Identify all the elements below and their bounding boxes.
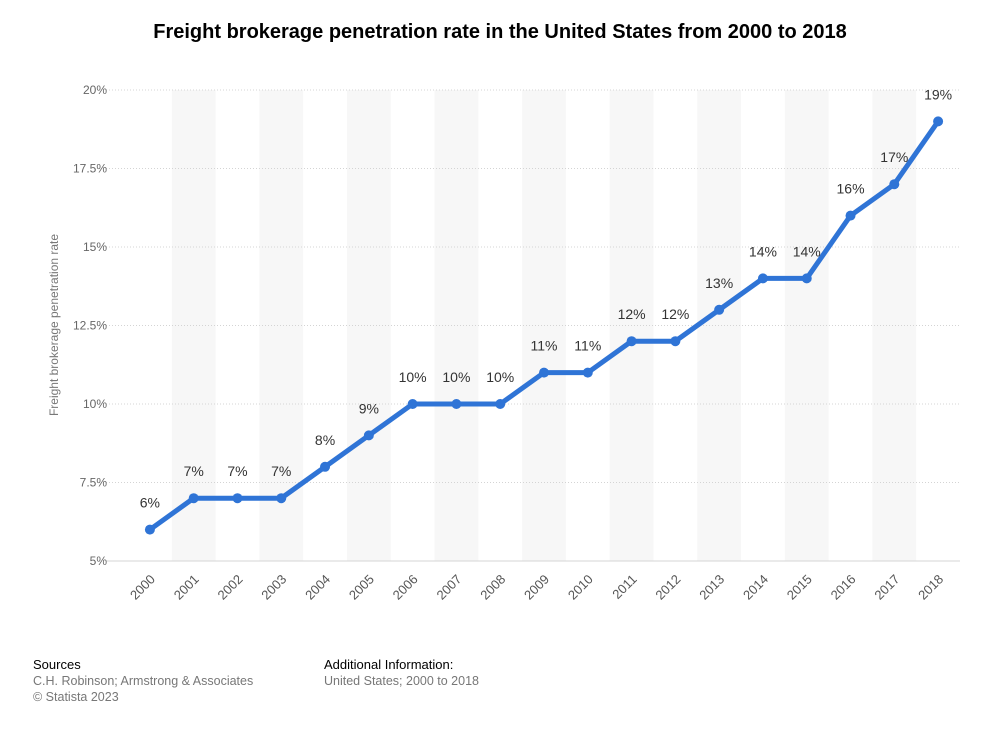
x-tick-label: 2018: [915, 572, 946, 603]
data-point: [320, 461, 331, 472]
data-label: 8%: [315, 432, 335, 448]
x-tick-label: 2006: [390, 572, 421, 603]
x-tick-label: 2013: [696, 572, 727, 603]
data-point: [188, 493, 199, 504]
data-label: 13%: [705, 275, 733, 291]
data-label: 19%: [924, 86, 952, 102]
data-label: 12%: [661, 306, 689, 322]
copyright-text: © Statista 2023: [33, 690, 119, 704]
data-point: [757, 273, 768, 284]
data-point: [670, 336, 681, 347]
sources-block: Sources C.H. Robinson; Armstrong & Assoc…: [33, 657, 253, 705]
data-label: 11%: [574, 338, 601, 354]
data-label: 7%: [271, 463, 291, 479]
x-tick-label: 2001: [171, 572, 202, 603]
data-label: 16%: [837, 181, 865, 197]
x-tick-label: 2005: [346, 572, 377, 603]
column-band: [346, 90, 391, 561]
x-tick-label: 2011: [609, 572, 639, 602]
sources-text: C.H. Robinson; Armstrong & Associates: [33, 674, 254, 688]
data-point: [276, 493, 287, 504]
data-point: [889, 179, 900, 190]
data-point: [363, 430, 374, 441]
data-label: 17%: [880, 149, 908, 165]
y-axis: 5% 7.5% 10% 12.5% 15% 17.5% 20%: [73, 83, 107, 568]
data-label: 7%: [227, 463, 247, 479]
x-tick-label: 2007: [433, 572, 464, 603]
data-point: [933, 116, 944, 127]
data-point: [495, 399, 506, 409]
x-tick-label: 2004: [302, 572, 333, 603]
data-label: 14%: [749, 243, 777, 259]
data-point: [232, 493, 243, 504]
additional-info-text: United States; 2000 to 2018: [324, 674, 479, 688]
data-labels: 6% 7% 7% 7% 8% 9% 10% 10% 10% 11% 11% 12% 12% 13% 14% 1…: [140, 86, 952, 510]
data-point: [407, 399, 418, 409]
data-label: 12%: [618, 306, 646, 322]
y-tick-label: 12.5%: [73, 319, 107, 333]
y-tick-label: 20%: [83, 83, 107, 97]
x-tick-label: 2012: [652, 572, 683, 603]
data-point: [845, 210, 856, 221]
y-axis-title: Freight brokerage penetration rate: [47, 234, 61, 416]
data-label: 10%: [442, 369, 470, 385]
y-tick-label: 17.5%: [73, 162, 107, 176]
y-tick-label: 10%: [83, 397, 107, 411]
data-label: 10%: [399, 369, 427, 385]
data-points: [144, 116, 944, 535]
data-label: 11%: [531, 338, 558, 354]
x-tick-label: 2000: [127, 572, 158, 603]
chart-title: Freight brokerage penetration rate in th…: [153, 21, 847, 43]
line-chart: 5%7.5%10%12.5%15%17.5%20% 2000 2001 2002 20…: [47, 83, 960, 603]
data-point: [714, 304, 725, 315]
x-tick-label: 2014: [740, 572, 771, 603]
data-point: [539, 367, 549, 378]
data-point: [582, 367, 593, 378]
gridlines: [106, 89, 960, 562]
additional-info-block: Additional Information: United States; 2…: [324, 657, 479, 689]
data-point: [144, 524, 155, 535]
x-tick-label: 2017: [871, 572, 902, 603]
data-label: 6%: [140, 495, 160, 511]
column-band: [872, 90, 917, 561]
x-axis: 2000 2001 2002 2003 2004 2005 2006 2007 2008 2009…: [127, 572, 946, 603]
data-label: 7%: [184, 463, 204, 479]
x-tick-label: 2010: [565, 572, 596, 603]
data-label: 14%: [793, 243, 821, 259]
data-point: [801, 273, 812, 284]
x-tick-label: 2003: [258, 572, 289, 603]
column-band: [434, 90, 479, 561]
y-tick-label: 5%: [90, 554, 108, 568]
data-point: [451, 399, 462, 409]
column-band: [784, 90, 829, 561]
data-label: 9%: [359, 400, 379, 416]
x-tick-label: 2015: [784, 572, 815, 603]
y-tick-label: 15%: [83, 240, 107, 254]
data-point: [626, 336, 637, 347]
x-tick-label: 2016: [828, 572, 859, 603]
additional-info-heading: Additional Information:: [324, 657, 454, 672]
data-label: 10%: [486, 369, 514, 385]
x-tick-label: 2008: [477, 572, 508, 603]
x-tick-label: 2009: [521, 572, 552, 603]
x-tick-label: 2002: [215, 572, 246, 603]
y-tick-label: 7.5%: [80, 476, 108, 490]
sources-heading: Sources: [33, 657, 81, 672]
